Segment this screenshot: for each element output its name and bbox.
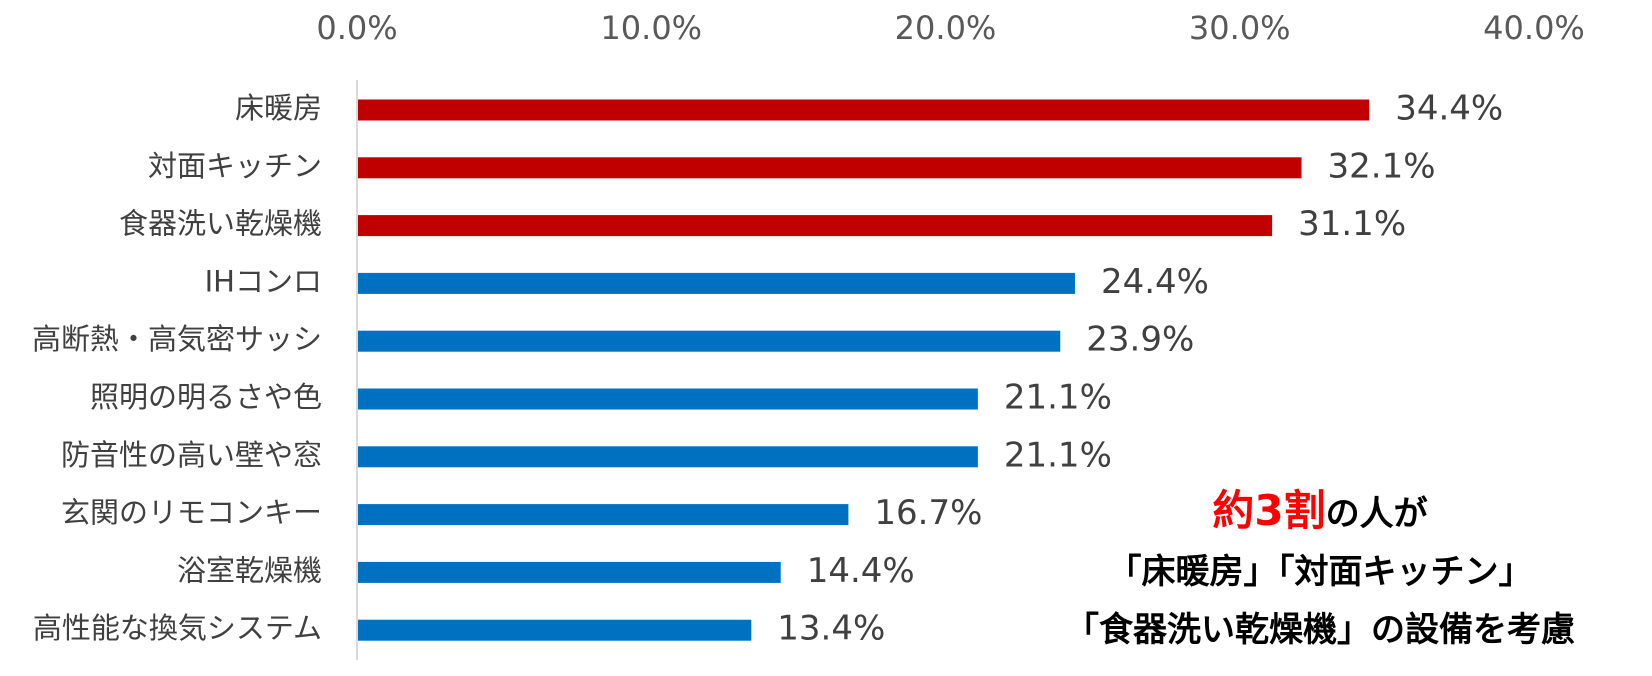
category-label: 高断熱・高気密サッシ [32, 322, 322, 356]
category-label: 浴室乾燥機 [177, 553, 322, 587]
data-label: 23.9% [1086, 320, 1194, 360]
x-tick-label: 40.0% [1483, 9, 1585, 47]
bar [358, 330, 1061, 352]
bar [358, 561, 781, 583]
data-label: 14.4% [807, 551, 915, 591]
data-label: 31.1% [1298, 204, 1406, 244]
annotation-line-3: 「食器洗い乾燥機」の設備を考慮 [1065, 610, 1575, 650]
x-tick-label: 0.0% [316, 9, 397, 47]
x-axis-ticks: 0.0% 10.0% 20.0% 30.0% 40.0% [316, 9, 1584, 47]
category-label: 防音性の高い壁や窓 [61, 438, 322, 472]
annotation-emphasis: 約3割 [1212, 486, 1326, 535]
bars [358, 99, 1370, 641]
x-tick-label: 10.0% [600, 9, 702, 47]
x-tick-label: 30.0% [1189, 9, 1291, 47]
bar [358, 619, 752, 641]
data-label: 32.1% [1328, 146, 1436, 186]
annotation-line-1: 約3割の人が [990, 482, 1650, 543]
bar [358, 157, 1302, 179]
annotation-callout: 約3割の人が 「床暖房」「対面キッチン」 「食器洗い乾燥機」の設備を考慮 [990, 482, 1650, 659]
bar [358, 504, 849, 526]
x-tick-label: 20.0% [895, 9, 997, 47]
data-label: 34.4% [1395, 89, 1503, 129]
category-label: 高性能な換気システム [33, 611, 322, 645]
annotation-line-2: 「床暖房」「対面キッチン」 [1107, 552, 1533, 592]
category-label: 玄関のリモコンキー [61, 496, 322, 530]
category-label: IHコンロ [205, 264, 322, 298]
category-label: 照明の明るさや色 [90, 380, 322, 414]
data-label: 13.4% [777, 609, 885, 649]
data-label: 24.4% [1101, 262, 1209, 302]
bar [358, 99, 1370, 121]
bar [358, 215, 1273, 237]
bar [358, 388, 978, 410]
data-label: 21.1% [1004, 378, 1112, 418]
category-label: 対面キッチン [148, 149, 322, 183]
bar [358, 272, 1075, 294]
category-label: 床暖房 [235, 91, 322, 125]
data-label: 21.1% [1004, 435, 1112, 475]
value-labels: 34.4% 32.1% 31.1% 24.4% 23.9% 21.1% 21.1% 16.7%… [777, 89, 1503, 649]
data-label: 16.7% [874, 493, 982, 533]
annotation-line-1-rest: の人が [1325, 494, 1428, 534]
category-label: 食器洗い乾燥機 [119, 207, 322, 241]
bar [358, 446, 978, 468]
